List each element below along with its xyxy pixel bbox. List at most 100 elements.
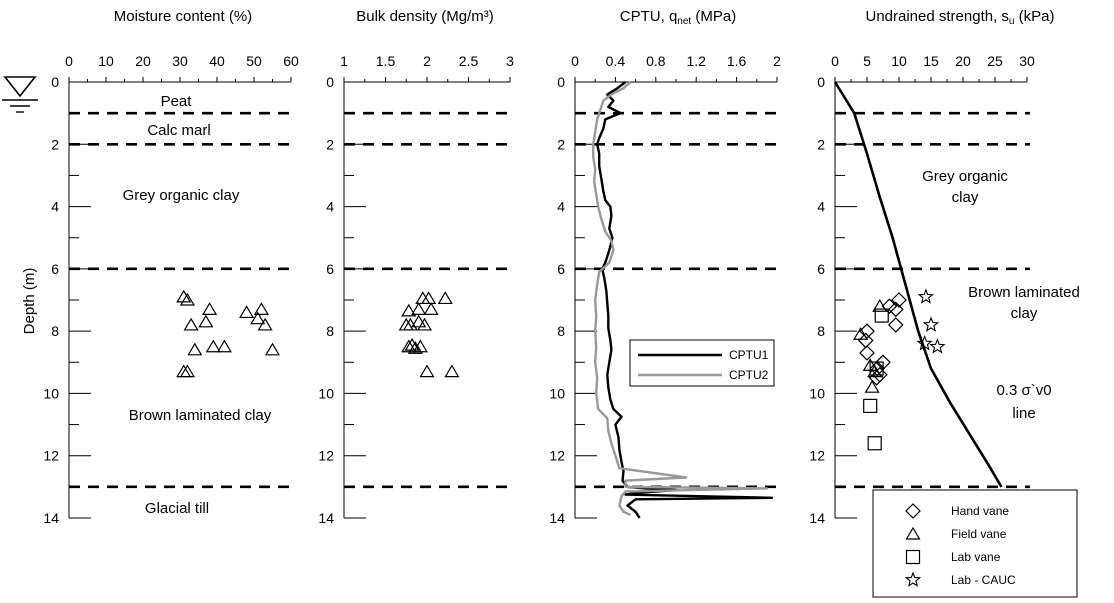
x-tick-label: 0.8 (646, 53, 666, 69)
x-tick-label: 20 (135, 53, 151, 69)
x-tick-label: 30 (1019, 53, 1035, 69)
data-point-square (863, 398, 878, 413)
x-tick-label: 3 (506, 53, 514, 69)
y-tick-label: 14 (43, 510, 59, 526)
data-point-square (874, 308, 889, 323)
x-tick-label: 50 (246, 53, 262, 69)
panel-title-tail: (kPa) (1014, 8, 1054, 25)
x-tick-label: 15 (923, 53, 939, 69)
layer-label: Peat (161, 93, 193, 110)
y-tick-label: 8 (51, 323, 59, 339)
data-point-star (922, 316, 940, 332)
legend-marker-diamond (905, 503, 921, 519)
data-point-square (867, 436, 882, 451)
y-tick-label: 6 (557, 261, 565, 277)
data-point-triangle (179, 292, 195, 306)
y-tick-label: 2 (326, 136, 334, 152)
data-point-triangle (421, 291, 437, 305)
x-tick-label: 30 (172, 53, 188, 69)
y-tick-label: 0 (326, 74, 334, 90)
data-point-triangle (253, 302, 269, 315)
strength-legend: Hand vane Field vane Lab vane Lab - CAUC (872, 489, 1078, 598)
x-tick-label: 5 (863, 53, 871, 69)
data-point-triangle (401, 303, 417, 317)
x-tick-label: 40 (209, 53, 225, 69)
series-line-cptu2 (592, 81, 769, 516)
water-table-symbol (2, 76, 38, 113)
y-tick-label: 8 (326, 323, 334, 339)
data-point-triangle (864, 380, 880, 393)
data-point-diamond (887, 301, 904, 318)
legend-label: CPTU1 (729, 348, 769, 362)
data-point-triangle (437, 291, 453, 305)
data-point-triangle (216, 339, 232, 353)
y-tick-label: 0 (557, 74, 565, 90)
legend-marker-star (904, 571, 922, 587)
data-point-triangle (412, 339, 428, 353)
y-tick-label: 10 (549, 385, 565, 401)
data-point-triangle (423, 302, 439, 315)
y-tick-label: 12 (809, 448, 825, 464)
reference-line-0-3-sigma-v0 (833, 81, 1003, 488)
cptu-legend: CPTU1 CPTU2 (629, 339, 775, 387)
reference-line-label: line (1012, 405, 1035, 422)
moisture-content-panel: Moisture content (%) 0 10 20 30 40 50 60 0 2 4 6 8 10… (43, 8, 299, 526)
y-tick-label: 2 (817, 136, 825, 152)
legend-label: Lab - CAUC (951, 573, 1016, 587)
y-tick-label: 12 (549, 448, 565, 464)
layer-label: Calc marl (147, 122, 210, 139)
data-point-diamond (891, 292, 907, 308)
data-point-triangle (407, 341, 423, 354)
x-tick-label: 0.4 (606, 53, 626, 69)
data-point-triangle (404, 337, 420, 351)
legend-box (629, 339, 775, 387)
legend-label: Lab vane (951, 550, 1001, 564)
y-tick-label: 10 (318, 385, 334, 401)
y-tick-label: 2 (51, 136, 59, 152)
y-tick-label: 0 (51, 74, 59, 90)
data-point-triangle (867, 364, 883, 378)
data-point-triangle (187, 342, 203, 356)
x-tick-label: 25 (987, 53, 1003, 69)
x-tick-label: 1.2 (686, 53, 706, 69)
data-point-triangle (176, 289, 192, 303)
data-point-triangle (419, 364, 435, 378)
y-tick-label: 4 (51, 199, 59, 215)
data-point-triangle (853, 327, 869, 340)
data-point-triangle (872, 299, 888, 312)
x-tick-label: 2 (423, 53, 431, 69)
y-tick-label: 4 (326, 199, 334, 215)
y-tick-label: 14 (318, 510, 334, 526)
data-point-triangle (179, 364, 195, 378)
y-tick-label: 8 (557, 323, 565, 339)
data-point-triangle (250, 311, 266, 325)
cptu-qnet-panel: CPTU, qnet (MPa) 0 0.4 0.8 1.2 1.6 2 0 2 4 6 8 10 12 1… (549, 8, 781, 526)
x-tick-label: 2 (773, 53, 781, 69)
x-tick-label: 10 (98, 53, 114, 69)
x-tick-label: 60 (283, 53, 299, 69)
data-point-diamond (887, 317, 904, 333)
y-tick-label: 6 (817, 261, 825, 277)
y-tick-label: 14 (549, 510, 565, 526)
data-point-triangle (239, 305, 255, 319)
layer-label: Glacial till (145, 500, 209, 517)
y-tick-label: 6 (326, 261, 334, 277)
x-tick-label: 1.6 (727, 53, 747, 69)
layer-label: clay (1011, 305, 1038, 322)
y-tick-label: 0 (817, 74, 825, 90)
data-point-star (917, 288, 934, 304)
data-point-square (869, 361, 884, 376)
y-tick-label: 6 (51, 261, 59, 277)
layer-label: Grey organic (922, 168, 1008, 185)
y-tick-label: 4 (557, 199, 565, 215)
panel-title: Moisture content (%) (114, 8, 252, 25)
legend-box (872, 489, 1078, 598)
depth-axis-label: Depth (m) (21, 268, 38, 335)
y-tick-label: 10 (43, 385, 59, 401)
layer-label: Grey organic clay (123, 187, 240, 204)
layer-label: Brown laminated clay (129, 407, 272, 424)
legend-label: Hand vane (951, 504, 1009, 518)
panel-title: CPTU, qnet (MPa) (620, 8, 736, 27)
data-point-triangle (444, 364, 460, 378)
